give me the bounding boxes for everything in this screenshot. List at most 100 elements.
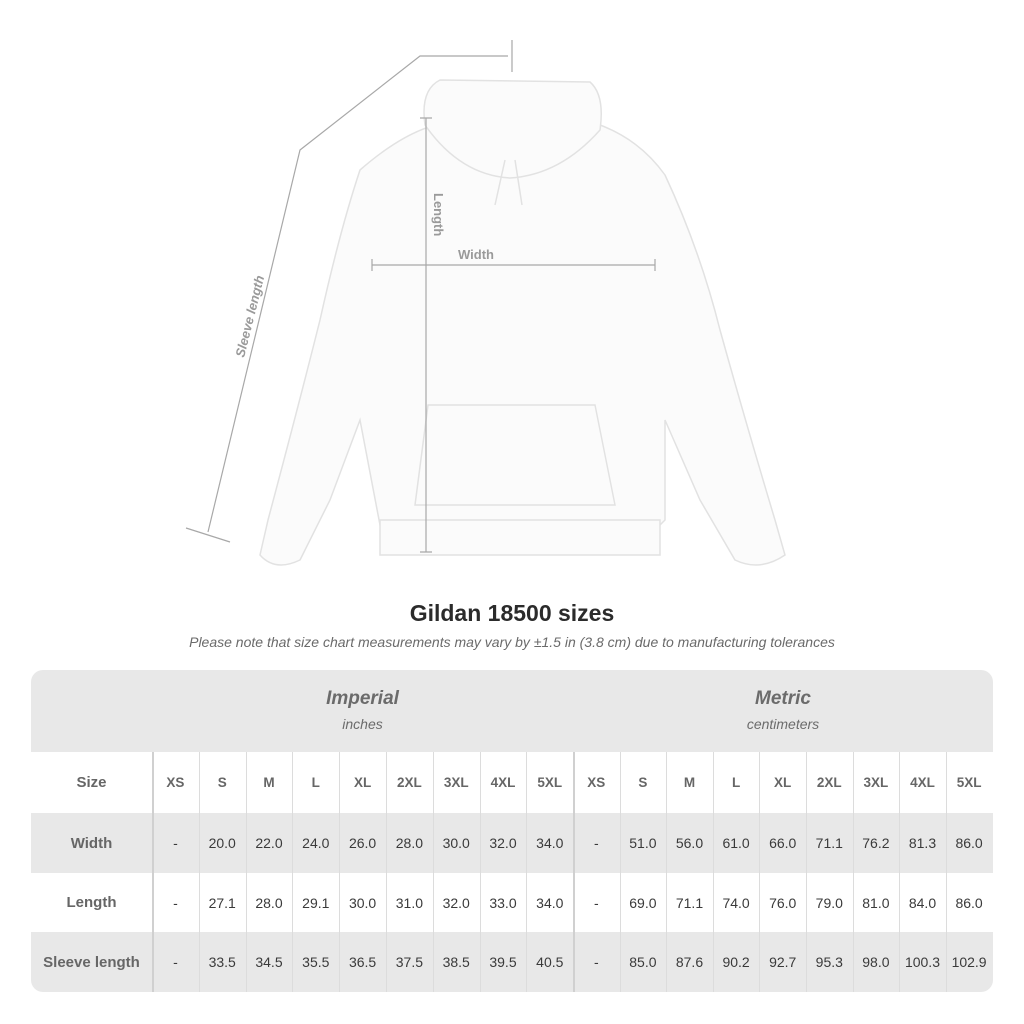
column-divider <box>292 752 294 992</box>
metric-value: 71.1 <box>815 835 843 851</box>
imperial-title: Imperial <box>326 688 399 709</box>
column-divider <box>432 752 434 992</box>
metric-value: 92.7 <box>769 954 797 970</box>
imperial-value: 26.0 <box>348 835 377 851</box>
size-header-imperial: 2XL <box>397 775 422 790</box>
column-divider <box>945 752 947 992</box>
metric-value: 56.0 <box>675 835 704 851</box>
size-header-imperial: S <box>217 775 227 790</box>
imperial-value: 39.5 <box>489 954 517 970</box>
metric-value: 86.0 <box>955 894 983 911</box>
column-divider <box>386 752 387 992</box>
metric-title: Metric <box>755 688 811 709</box>
column-divider <box>712 752 714 992</box>
imperial-value: - <box>173 835 178 851</box>
tolerance-note: Please note that size chart measurements… <box>189 634 835 650</box>
page-title: Gildan 18500 sizes <box>409 600 615 626</box>
size-header-imperial: 4XL <box>490 775 516 790</box>
row-label: Sleeve length <box>43 953 140 971</box>
sleeve-length-label: Sleeve length <box>232 274 267 359</box>
imperial-value: 36.5 <box>348 954 377 970</box>
size-header-metric: 3XL <box>863 775 889 790</box>
imperial-value: 20.0 <box>208 835 236 851</box>
imperial-value: 29.1 <box>302 894 330 911</box>
imperial-value: 32.0 <box>489 835 517 851</box>
column-divider <box>759 752 761 992</box>
size-header-metric: 5XL <box>956 775 982 790</box>
column-divider <box>666 752 668 992</box>
size-header-imperial: XS <box>166 775 185 790</box>
imperial-value: 27.1 <box>208 894 236 911</box>
metric-value: 87.6 <box>675 954 704 970</box>
imperial-value: 30.0 <box>348 894 377 911</box>
length-label: Length <box>431 193 446 236</box>
column-divider <box>339 752 341 992</box>
imperial-value: 34.0 <box>536 894 564 911</box>
metric-value: 76.2 <box>862 835 890 851</box>
size-header-imperial: L <box>311 775 320 790</box>
column-divider <box>852 752 854 992</box>
column-divider <box>573 752 575 992</box>
metric-value: 79.0 <box>815 894 843 911</box>
column-divider <box>806 752 807 992</box>
column-divider <box>198 752 200 992</box>
size-header-label: Size <box>76 774 107 791</box>
imperial-value: 28.0 <box>255 894 283 911</box>
metric-value: 81.0 <box>862 894 890 911</box>
column-divider <box>479 752 481 992</box>
imperial-value: 38.5 <box>442 954 470 970</box>
size-table: Imperial inches Metric centimeters Size X… <box>31 670 993 992</box>
imperial-value: 35.5 <box>302 954 330 970</box>
size-header-metric: XS <box>587 775 606 790</box>
metric-value: 86.0 <box>955 835 983 851</box>
measure-lines <box>185 40 656 553</box>
column-divider <box>245 752 247 992</box>
hoodie-image <box>259 79 786 566</box>
metric-value: 90.2 <box>722 954 750 970</box>
metric-value: 66.0 <box>769 835 797 851</box>
metric-value: 85.0 <box>629 954 657 970</box>
row-band <box>31 932 993 992</box>
imperial-value: 33.5 <box>208 954 236 970</box>
metric-value: 102.9 <box>951 954 987 970</box>
column-divider <box>619 752 621 992</box>
imperial-value: 34.0 <box>536 835 564 851</box>
hoodie-illustration: Sleeve length Length Width <box>185 40 786 566</box>
metric-value: 76.0 <box>769 894 797 911</box>
imperial-value: 24.0 <box>302 835 330 851</box>
imperial-value: 37.5 <box>395 954 424 970</box>
size-header-metric: S <box>638 775 648 790</box>
metric-value: 51.0 <box>629 835 657 851</box>
size-header-metric: L <box>731 775 741 790</box>
imperial-value: 32.0 <box>442 894 470 911</box>
imperial-value: 34.5 <box>255 954 283 970</box>
metric-value: 69.0 <box>629 894 657 911</box>
metric-value: 98.0 <box>862 954 890 970</box>
metric-value: 100.3 <box>904 954 940 970</box>
imperial-value: 22.0 <box>255 835 283 851</box>
metric-value: 95.3 <box>815 954 843 970</box>
size-header-imperial: 3XL <box>443 775 469 790</box>
imperial-value: - <box>173 954 178 970</box>
width-label: Width <box>458 247 494 262</box>
imperial-value: 33.0 <box>489 894 517 911</box>
metric-value: 71.1 <box>675 894 704 911</box>
metric-value: 81.3 <box>908 835 937 851</box>
size-header-imperial: M <box>263 775 275 790</box>
header-band <box>31 670 993 752</box>
metric-value: - <box>593 894 599 911</box>
imperial-unit: inches <box>342 716 383 732</box>
imperial-value: 40.5 <box>536 954 564 970</box>
column-divider <box>152 752 154 992</box>
size-header-metric: M <box>683 775 696 790</box>
row-label: Length <box>66 894 117 911</box>
column-divider <box>899 752 901 992</box>
metric-value: - <box>593 954 599 970</box>
imperial-value: - <box>173 894 178 911</box>
imperial-value: 28.0 <box>395 835 424 851</box>
size-header-imperial: XL <box>353 775 372 790</box>
size-header-metric: XL <box>774 775 792 790</box>
row-band <box>31 813 993 873</box>
imperial-group-header: Imperial inches <box>152 670 573 752</box>
row-label: Width <box>70 834 113 852</box>
